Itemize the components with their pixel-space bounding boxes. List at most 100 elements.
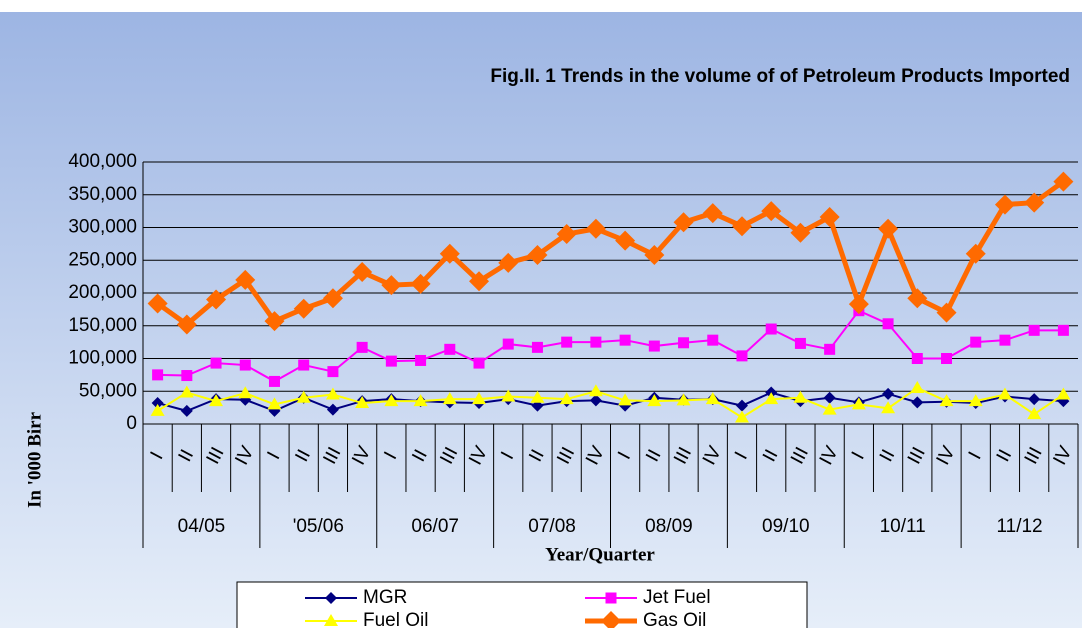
marker <box>473 357 485 369</box>
marker <box>707 334 719 346</box>
marker <box>410 273 431 294</box>
y-tick-label: 100,000 <box>68 348 137 369</box>
legend-label: Gas Oil <box>643 610 706 628</box>
x-axis-label: Year/Quarter <box>545 544 655 565</box>
marker <box>823 391 836 404</box>
marker <box>498 252 519 273</box>
marker <box>590 336 602 348</box>
group-label: 07/08 <box>528 516 576 537</box>
marker <box>322 288 343 309</box>
marker <box>824 343 836 355</box>
marker <box>819 207 840 228</box>
marker <box>702 203 723 224</box>
marker <box>469 271 490 292</box>
legend-label: Jet Fuel <box>643 587 711 608</box>
marker <box>206 289 227 310</box>
marker <box>413 394 428 407</box>
marker <box>151 397 164 410</box>
marker <box>1053 171 1074 192</box>
marker <box>648 340 660 352</box>
marker <box>1057 324 1069 336</box>
marker <box>268 375 280 387</box>
marker <box>939 394 954 407</box>
marker <box>179 385 194 398</box>
marker <box>848 294 869 315</box>
marker <box>678 337 690 349</box>
y-tick-label: 350,000 <box>68 184 137 205</box>
marker <box>472 392 487 405</box>
chart-title: Fig.II. 1 Trends in the volume of of Pet… <box>490 66 1070 87</box>
group-label: 08/09 <box>645 516 693 537</box>
marker <box>531 341 543 353</box>
marker <box>385 355 397 367</box>
marker <box>965 243 986 264</box>
marker <box>851 397 866 410</box>
legend-label: Fuel Oil <box>363 610 428 628</box>
marker <box>618 393 633 406</box>
marker <box>736 350 748 362</box>
marker <box>352 262 373 283</box>
marker <box>415 354 427 366</box>
marker <box>968 394 983 407</box>
marker <box>502 338 514 350</box>
marker <box>882 318 894 330</box>
group-label: 06/07 <box>411 516 459 537</box>
marker <box>442 392 457 405</box>
marker <box>970 336 982 348</box>
marker <box>601 611 621 628</box>
marker <box>530 390 545 403</box>
marker <box>210 357 222 369</box>
legend-label: MGR <box>363 587 407 608</box>
marker <box>559 392 574 405</box>
marker <box>911 396 924 409</box>
y-tick-label: 400,000 <box>68 151 137 172</box>
marker <box>1024 192 1045 213</box>
marker <box>325 592 337 604</box>
marker <box>619 334 631 346</box>
marker <box>644 245 665 266</box>
marker <box>882 387 895 400</box>
marker <box>355 396 370 409</box>
marker <box>907 288 928 309</box>
marker <box>384 394 399 407</box>
marker <box>1028 324 1040 336</box>
marker <box>765 323 777 335</box>
marker <box>556 224 577 245</box>
marker <box>327 366 339 378</box>
marker <box>994 194 1015 215</box>
marker <box>676 393 691 406</box>
marker <box>444 343 456 355</box>
marker <box>298 359 310 371</box>
marker <box>705 392 720 405</box>
marker <box>181 370 193 382</box>
marker <box>790 222 811 243</box>
group-label: 04/05 <box>178 516 226 537</box>
marker <box>561 336 573 348</box>
marker <box>911 353 923 364</box>
marker <box>238 386 253 399</box>
marker <box>673 212 694 233</box>
marker <box>150 403 165 416</box>
marker <box>997 387 1012 400</box>
marker <box>615 230 636 251</box>
group-label: '05/06 <box>293 516 344 537</box>
marker <box>326 403 339 416</box>
marker <box>878 218 899 239</box>
marker <box>761 201 782 222</box>
marker <box>152 369 164 381</box>
marker <box>1028 393 1041 406</box>
marker <box>936 302 957 323</box>
marker <box>324 614 338 626</box>
marker <box>296 390 311 403</box>
marker <box>731 216 752 237</box>
marker <box>267 397 282 410</box>
marker <box>1056 387 1071 400</box>
marker <box>589 394 602 407</box>
marker <box>793 390 808 403</box>
marker <box>501 389 516 402</box>
marker <box>381 275 402 296</box>
marker <box>605 592 617 604</box>
marker <box>910 380 925 393</box>
marker <box>941 353 953 364</box>
